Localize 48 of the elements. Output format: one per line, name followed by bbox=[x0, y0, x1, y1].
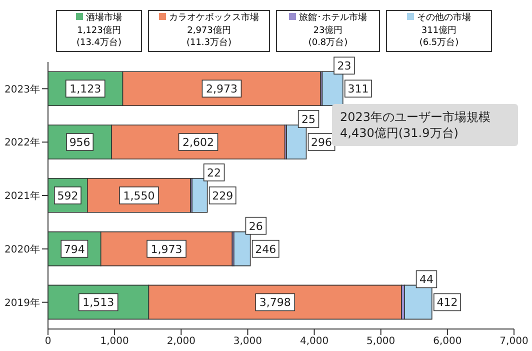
data-label: 2,602 bbox=[182, 136, 214, 150]
x-tick-label: 3,000 bbox=[233, 336, 262, 348]
data-label: 1,550 bbox=[123, 189, 155, 202]
data-label: 794 bbox=[64, 242, 85, 256]
summary-box: 2023年のユーザー市場規模 4,430億円(31.9万台) bbox=[332, 104, 518, 146]
text: 23億円 bbox=[312, 24, 344, 37]
data-label: 44 bbox=[419, 273, 434, 286]
text: 1,123億円 bbox=[76, 24, 122, 37]
data-label: 1,123 bbox=[70, 82, 102, 96]
y-tick-label: 2021年 bbox=[4, 190, 40, 202]
legend-label: その他の市場 bbox=[416, 12, 472, 24]
legend-label: 旅館･ホテル市場 bbox=[298, 12, 368, 24]
data-label: 412 bbox=[436, 296, 458, 310]
legend-label: 酒場市場 bbox=[85, 12, 123, 24]
data-label: 22 bbox=[207, 166, 222, 180]
data-label: 592 bbox=[57, 189, 78, 202]
text: (6.5万台) bbox=[418, 37, 460, 50]
x-tick-label: 0 bbox=[44, 336, 52, 348]
y-tick-label: 2020年 bbox=[4, 243, 40, 256]
y-tick-label: 2022年 bbox=[4, 136, 40, 149]
data-label: 296 bbox=[311, 136, 332, 150]
data-label: 23 bbox=[337, 60, 352, 73]
data-label: 311 bbox=[348, 82, 369, 96]
text: (13.4万台) bbox=[75, 37, 123, 50]
data-label: 246 bbox=[255, 242, 276, 256]
data-label: 25 bbox=[302, 113, 316, 126]
text: 311億円 bbox=[420, 24, 458, 37]
x-tick-label: 7,000 bbox=[500, 336, 528, 348]
x-tick-label: 6,000 bbox=[433, 336, 462, 348]
data-label: 956 bbox=[69, 136, 90, 150]
text: (11.3万台) bbox=[185, 37, 233, 50]
x-tick-label: 5,000 bbox=[366, 336, 396, 348]
x-tick-label: 1,000 bbox=[100, 336, 129, 348]
text: (0.8万台) bbox=[307, 37, 349, 50]
x-tick-label: 2,000 bbox=[166, 336, 196, 348]
data-label: 1,973 bbox=[150, 242, 182, 256]
text: 2,973億円 bbox=[186, 24, 232, 37]
annotation: 2023年のユーザー市場規模 bbox=[340, 109, 492, 125]
data-label: 3,798 bbox=[259, 296, 291, 310]
data-label: 229 bbox=[212, 189, 234, 202]
data-label: 2,973 bbox=[206, 82, 238, 96]
legend-label: カラオケボックス市場 bbox=[168, 12, 260, 24]
data-label: 1,513 bbox=[82, 296, 114, 310]
y-tick-label: 2023年 bbox=[4, 83, 40, 96]
data-label: 26 bbox=[248, 220, 263, 233]
annotation: 4,430億円(31.9万台) bbox=[340, 125, 460, 141]
y-tick-label: 2019年 bbox=[4, 296, 40, 309]
x-tick-label: 4,000 bbox=[300, 336, 329, 348]
